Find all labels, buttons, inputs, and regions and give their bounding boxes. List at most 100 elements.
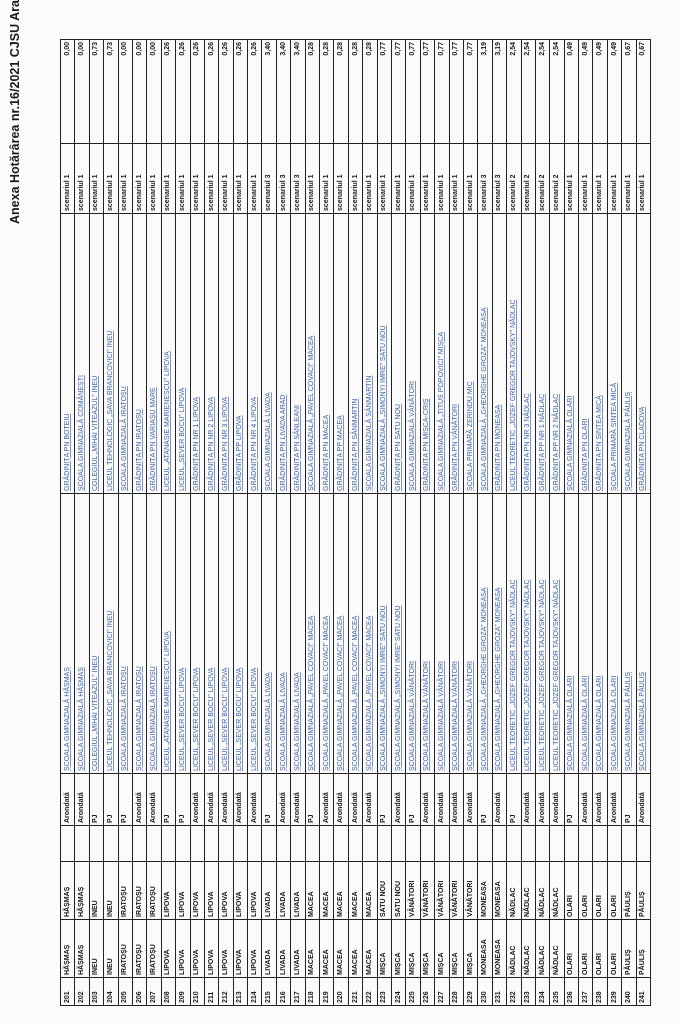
blank-cell <box>333 825 349 862</box>
structure-cell: GRĂDINIȚA PN NR 3 NĂDLAC <box>521 213 536 494</box>
table-row: 228 MIȘCA VÂNĂTORI Arondată ȘCOALA GIMNAZIAL… <box>449 39 464 1006</box>
status-cell: Arondată <box>434 773 450 826</box>
blank-cell <box>276 825 291 862</box>
blank-cell <box>377 825 392 862</box>
localitate-pj-cell: IRATOȘU <box>132 861 147 920</box>
status-cell: Arondată <box>290 773 306 826</box>
rate-cell: 0,73 <box>103 39 119 144</box>
unit-pj-cell: ȘCOALA GIMNAZIALĂ LIVADA <box>261 493 277 774</box>
row-number: 236 <box>564 977 579 1006</box>
rate-cell: 0,00 <box>146 39 162 144</box>
row-number: 239 <box>607 977 622 1006</box>
table-row: 225 MIȘCA VÂNĂTORI PJ ȘCOALA GIMNAZIALĂ VÂNĂ… <box>405 39 421 1006</box>
status-cell: Arondată <box>247 773 262 826</box>
localitate-cell: LIPOVA <box>233 919 248 978</box>
rate-cell: 3,19 <box>477 39 493 144</box>
blank-cell <box>607 825 622 862</box>
status-cell: Arondată <box>146 773 162 826</box>
rate-cell: 0,49 <box>564 39 579 144</box>
localitate-cell: INEU <box>103 919 119 978</box>
localitate-cell: MACEA <box>305 919 320 978</box>
row-number: 238 <box>592 977 608 1006</box>
structure-cell: ȘCOALA PRIMARĂ ZERINDU MIC <box>463 213 478 494</box>
status-cell: Arondată <box>578 773 593 826</box>
localitate-cell: HĂȘMAȘ <box>74 919 90 978</box>
blank-cell <box>405 825 421 862</box>
unit-pj-cell: ȘCOALA GIMNAZIALĂ „PAVEL COVACI” MACEA <box>319 493 334 774</box>
unit-pj-cell: LICEUL „SEVER BOCU” LIPOVA <box>218 493 234 774</box>
blank-cell <box>89 825 104 862</box>
table-row: 219 MACEA MACEA Arondată ȘCOALA GIMNAZIALĂ „… <box>319 39 334 1006</box>
row-number: 230 <box>477 977 493 1006</box>
localitate-pj-cell: NĂDLAC <box>549 861 565 920</box>
row-number: 231 <box>492 977 507 1006</box>
structure-cell: ȘCOALA GIMNAZIALĂ IRATOȘU <box>118 213 133 494</box>
blank-cell <box>132 825 147 862</box>
row-number: 228 <box>449 977 464 1006</box>
scenario-cell: scenariul 1 <box>391 143 406 214</box>
scenario-cell: scenariul 1 <box>74 143 90 214</box>
rate-cell: 0,77 <box>377 39 392 144</box>
structure-cell: ȘCOALA GIMNAZIALĂ OLARI <box>564 213 579 494</box>
scenario-cell: scenariul 1 <box>420 143 435 214</box>
localitate-pj-cell: NĂDLAC <box>535 861 550 920</box>
blank-cell <box>190 825 205 862</box>
row-number: 212 <box>218 977 234 1006</box>
unit-pj-cell: ȘCOALA GIMNAZIALĂ IRATOȘU <box>146 493 162 774</box>
row-number: 240 <box>621 977 637 1006</box>
rate-cell: 0,26 <box>218 39 234 144</box>
blank-cell <box>578 825 593 862</box>
status-cell: Arondată <box>463 773 478 826</box>
blank-cell <box>233 825 248 862</box>
row-number: 215 <box>261 977 277 1006</box>
table-row: 214 LIPOVA LIPOVA Arondată LICEUL „SEVER BOC… <box>247 39 262 1006</box>
unit-pj-cell: ȘCOALA GIMNAZIALĂ „SIMONYI IMRE” SATU NO… <box>377 493 392 774</box>
scenario-cell: scenariul 2 <box>549 143 565 214</box>
row-number: 224 <box>391 977 406 1006</box>
status-cell: Arondată <box>549 773 565 826</box>
table-row: 209 LIPOVA LIPOVA PJ LICEUL „SEVER BOCU” LIP… <box>175 39 191 1006</box>
unit-pj-cell: LICEUL „SEVER BOCU” LIPOVA <box>204 493 219 774</box>
table-row: 203 INEU INEU PJ COLEGIUL „MIHAI VITEAZUL” I… <box>89 39 104 1006</box>
structure-cell: ȘCOALA GIMNAZIALĂ „PAVEL COVACI” MACEA <box>305 213 320 494</box>
row-number: 220 <box>333 977 349 1006</box>
rate-cell: 0,77 <box>391 39 406 144</box>
structure-cell: ȘCOALA PRIMARĂ SINTEA MICĂ <box>607 213 622 494</box>
localitate-pj-cell: LIVADA <box>290 861 306 920</box>
row-number: 214 <box>247 977 262 1006</box>
localitate-cell: OLARI <box>592 919 608 978</box>
localitate-pj-cell: OLARI <box>564 861 579 920</box>
table-row: 237 OLARI OLARI Arondată ȘCOALA GIMNAZIALĂ O… <box>578 39 593 1006</box>
blank-cell <box>60 825 75 862</box>
blank-cell <box>305 825 320 862</box>
localitate-cell: IRATOȘU <box>132 919 147 978</box>
rate-cell: 0,00 <box>118 39 133 144</box>
table-row: 221 MACEA MACEA Arondată ȘCOALA GIMNAZIALĂ „… <box>348 39 363 1006</box>
localitate-cell: LIPOVA <box>204 919 219 978</box>
unit-pj-cell: ȘCOALA GIMNAZIALĂ „PAVEL COVACI” MACEA <box>362 493 378 774</box>
unit-pj-cell: ȘCOALA GIMNAZIALĂ „SIMONYI IMRE” SATU NO… <box>391 493 406 774</box>
structure-cell: ȘCOALA GIMNAZIALĂ LIVADA <box>261 213 277 494</box>
scenario-cell: scenariul 1 <box>564 143 579 214</box>
blank-cell <box>420 825 435 862</box>
localitate-cell: MIȘCA <box>449 919 464 978</box>
table-row: 231 MONEASA MONEASA Arondată ȘCOALA GIMNAZIA… <box>492 39 507 1006</box>
localitate-pj-cell: INEU <box>89 861 104 920</box>
row-number: 211 <box>204 977 219 1006</box>
structure-cell: ȘCOALA GIMNAZIALĂ PĂULIȘ <box>621 213 637 494</box>
structure-cell: GRĂDINIȚA PN NR 1 LIPOVA <box>190 213 205 494</box>
rate-cell: 0,26 <box>204 39 219 144</box>
status-cell: Arondată <box>276 773 291 826</box>
rate-cell: 0,26 <box>175 39 191 144</box>
rate-cell: 0,26 <box>190 39 205 144</box>
scenario-cell: scenariul 1 <box>175 143 191 214</box>
table-row: 229 MIȘCA VÂNĂTORI Arondată ȘCOALA GIMNAZIAL… <box>463 39 478 1006</box>
rate-cell: 0,28 <box>319 39 334 144</box>
scenario-cell: scenariul 1 <box>592 143 608 214</box>
rate-cell: 2,54 <box>506 39 521 144</box>
scenario-cell: scenariul 1 <box>305 143 320 214</box>
localitate-cell: LIPOVA <box>161 919 176 978</box>
localitate-pj-cell: MACEA <box>319 861 334 920</box>
status-cell: PJ <box>89 773 104 826</box>
unit-pj-cell: ȘCOALA GIMNAZIALĂ „PAVEL COVACI” MACEA <box>305 493 320 774</box>
